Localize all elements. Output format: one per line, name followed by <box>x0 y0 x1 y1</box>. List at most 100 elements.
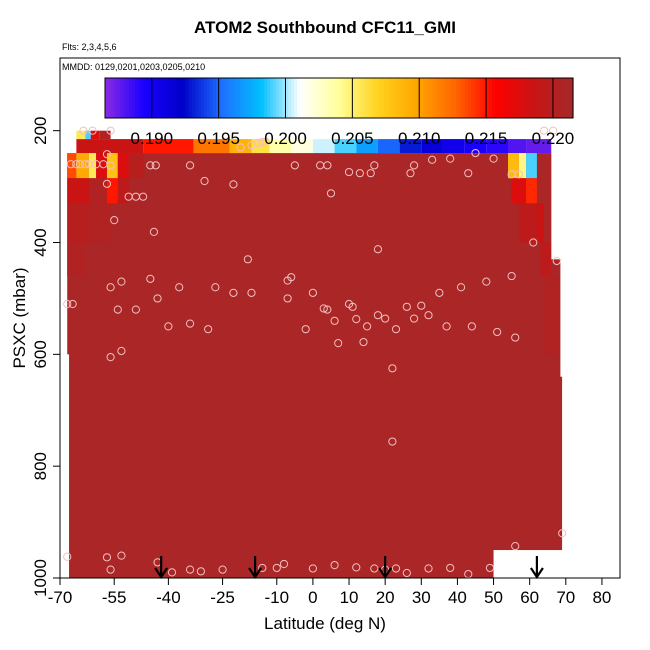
colorbar-segment <box>516 78 520 118</box>
colorbar-segment <box>561 78 565 118</box>
sample-point <box>106 565 115 574</box>
x-tick-label: 30 <box>412 588 431 607</box>
colorbar-segment <box>339 78 343 118</box>
colorbar-segment <box>357 78 361 118</box>
colorbar-segment <box>237 78 241 118</box>
colorbar-segment <box>411 78 415 118</box>
sample-point <box>66 160 75 169</box>
colorbar-segment <box>276 78 280 118</box>
heatmap-cell <box>536 203 545 243</box>
colorbar-segment <box>285 78 289 118</box>
colorbar-segment <box>504 78 508 118</box>
sample-point <box>146 161 155 170</box>
colorbar-segment <box>366 78 370 118</box>
sample-point <box>424 564 433 573</box>
sample-point <box>185 565 195 574</box>
heatmap-cell <box>128 153 144 179</box>
sample-point <box>102 150 112 159</box>
sample-point <box>381 314 390 323</box>
flight-arrow <box>378 556 393 579</box>
colorbar-segment <box>318 78 322 118</box>
sample-point <box>131 305 140 314</box>
sample-point <box>402 302 411 311</box>
colorbar-segment <box>324 78 328 118</box>
colorbar-segment <box>486 78 490 118</box>
sample-point <box>446 563 455 573</box>
sample-point <box>63 552 72 561</box>
colorbar-segment <box>171 78 175 118</box>
colorbar-segment <box>414 78 418 118</box>
x-tick-label: 50 <box>484 588 503 607</box>
heatmap-cell <box>526 178 537 204</box>
sample-point <box>334 339 343 348</box>
colorbar-segment <box>288 78 292 118</box>
colorbar-segment <box>141 78 145 118</box>
sample-point <box>348 302 357 311</box>
colorbar-segment <box>408 78 412 118</box>
sample-point <box>290 161 299 170</box>
colorbar-segment <box>117 78 121 118</box>
chart-title: ATOM2 Southbound CFC11_GMI <box>194 18 456 37</box>
colorbar-segment <box>372 78 376 118</box>
colorbar-segment <box>204 78 208 118</box>
sample-point <box>279 559 289 569</box>
heatmap-cell <box>334 139 357 154</box>
colorbar-segment <box>390 78 394 118</box>
heatmap-cell <box>96 153 107 179</box>
flight-arrow <box>248 556 263 579</box>
colorbar-segment <box>189 78 193 118</box>
sample-point <box>352 563 361 572</box>
sample-point <box>344 167 354 177</box>
sample-point <box>549 126 558 135</box>
colorbar-segment <box>240 78 244 118</box>
sample-point <box>106 283 115 292</box>
sample-point <box>493 327 502 337</box>
sample-point <box>229 288 238 297</box>
sample-point <box>308 564 318 573</box>
heatmap-cell <box>67 242 86 277</box>
sample-point <box>110 216 119 225</box>
sample-point <box>106 161 115 170</box>
heatmap-cell <box>540 242 552 277</box>
x-tick-label: 0 <box>308 588 317 607</box>
colorbar-segment <box>225 78 229 118</box>
colorbar-segment <box>336 78 340 118</box>
colorbar-segment <box>519 78 523 118</box>
colorbar-segment <box>120 78 124 118</box>
heatmap-cell <box>518 203 537 243</box>
sample-point <box>370 161 379 170</box>
flight-arrow-head <box>529 567 544 579</box>
x-tick-label: -25 <box>210 588 235 607</box>
colorbar-segment <box>555 78 559 118</box>
colorbar-segment <box>540 78 544 118</box>
sample-point <box>287 273 296 282</box>
sample-point <box>236 143 245 152</box>
colorbar-segment <box>396 78 400 118</box>
colorbar-segment <box>423 78 427 118</box>
colorbar-segment <box>375 78 379 118</box>
sample-point <box>388 437 397 446</box>
heatmap-cell <box>508 153 519 179</box>
colorbar-segment <box>153 78 157 118</box>
sample-point <box>68 299 77 309</box>
flight-arrow <box>529 556 544 579</box>
sample-point <box>243 255 252 264</box>
colorbar-segment <box>216 78 220 118</box>
colorbar-segment <box>210 78 214 118</box>
sample-point <box>428 155 437 164</box>
sample-point <box>258 563 267 573</box>
colorbar-segment <box>306 78 310 118</box>
heatmap-cell <box>486 139 508 154</box>
sample-point <box>409 161 419 170</box>
y-tick-label: 400 <box>31 228 50 256</box>
x-tick-label: -70 <box>48 588 73 607</box>
sample-point <box>196 567 206 576</box>
sample-point <box>247 141 256 150</box>
sample-point <box>558 529 567 538</box>
sample-point <box>81 160 90 169</box>
x-tick-label: -40 <box>156 588 181 607</box>
colorbar-segment <box>495 78 499 118</box>
colorbar-segment <box>456 78 460 118</box>
colorbar-tick-label: 0.200 <box>264 129 307 148</box>
colorbar-segment <box>435 78 439 118</box>
